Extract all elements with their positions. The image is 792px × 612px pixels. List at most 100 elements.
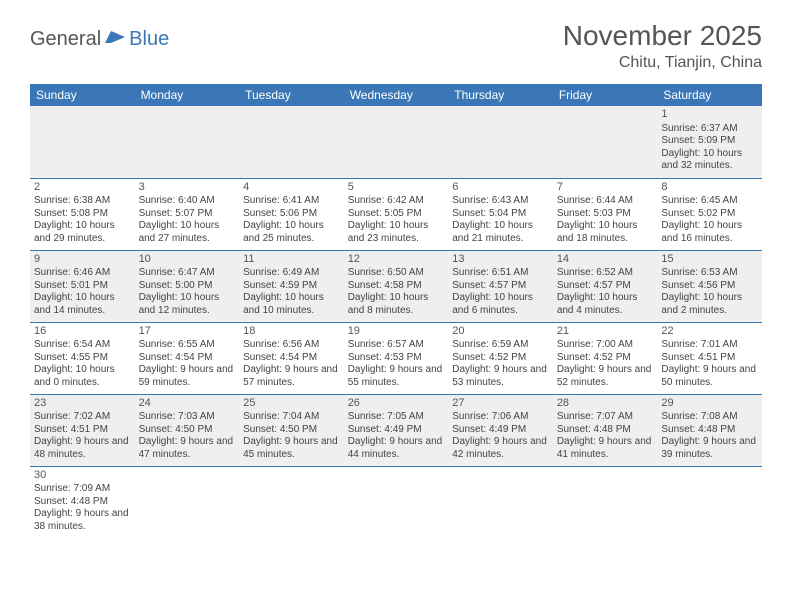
sunset-line: Sunset: 5:09 PM bbox=[661, 135, 758, 148]
calendar-day-cell bbox=[30, 106, 135, 178]
sunrise-line: Sunrise: 6:37 AM bbox=[661, 123, 758, 136]
day-number: 5 bbox=[348, 181, 445, 195]
title-block: November 2025 Chitu, Tianjin, China bbox=[563, 20, 762, 72]
sunset-line: Sunset: 4:49 PM bbox=[452, 424, 549, 437]
day-number: 2 bbox=[34, 181, 131, 195]
calendar-day-cell: 11Sunrise: 6:49 AMSunset: 4:59 PMDayligh… bbox=[239, 250, 344, 322]
sunrise-line: Sunrise: 6:52 AM bbox=[557, 267, 654, 280]
daylight-line: Daylight: 9 hours and 41 minutes. bbox=[557, 436, 654, 461]
day-number: 14 bbox=[557, 253, 654, 267]
daylight-line: Daylight: 9 hours and 48 minutes. bbox=[34, 436, 131, 461]
sunset-line: Sunset: 5:02 PM bbox=[661, 208, 758, 221]
day-number: 1 bbox=[661, 108, 758, 122]
calendar-day-cell: 29Sunrise: 7:08 AMSunset: 4:48 PMDayligh… bbox=[657, 394, 762, 466]
sunrise-line: Sunrise: 6:42 AM bbox=[348, 195, 445, 208]
sunrise-line: Sunrise: 6:50 AM bbox=[348, 267, 445, 280]
daylight-line: Daylight: 10 hours and 29 minutes. bbox=[34, 220, 131, 245]
day-number: 9 bbox=[34, 253, 131, 267]
day-number: 4 bbox=[243, 181, 340, 195]
calendar-day-cell: 14Sunrise: 6:52 AMSunset: 4:57 PMDayligh… bbox=[553, 250, 658, 322]
daylight-line: Daylight: 10 hours and 32 minutes. bbox=[661, 148, 758, 173]
daylight-line: Daylight: 10 hours and 2 minutes. bbox=[661, 292, 758, 317]
sunrise-line: Sunrise: 7:02 AM bbox=[34, 411, 131, 424]
day-number: 15 bbox=[661, 253, 758, 267]
logo-text-general: General bbox=[30, 28, 101, 51]
sunset-line: Sunset: 4:52 PM bbox=[557, 352, 654, 365]
calendar-day-cell: 16Sunrise: 6:54 AMSunset: 4:55 PMDayligh… bbox=[30, 322, 135, 394]
sunset-line: Sunset: 4:53 PM bbox=[348, 352, 445, 365]
sunset-line: Sunset: 4:48 PM bbox=[661, 424, 758, 437]
calendar-day-cell: 12Sunrise: 6:50 AMSunset: 4:58 PMDayligh… bbox=[344, 250, 449, 322]
calendar-day-cell: 18Sunrise: 6:56 AMSunset: 4:54 PMDayligh… bbox=[239, 322, 344, 394]
sunset-line: Sunset: 5:03 PM bbox=[557, 208, 654, 221]
calendar-day-cell bbox=[448, 466, 553, 538]
sunrise-line: Sunrise: 7:04 AM bbox=[243, 411, 340, 424]
sunset-line: Sunset: 4:49 PM bbox=[348, 424, 445, 437]
calendar-week-row: 16Sunrise: 6:54 AMSunset: 4:55 PMDayligh… bbox=[30, 322, 762, 394]
calendar-day-cell: 1Sunrise: 6:37 AMSunset: 5:09 PMDaylight… bbox=[657, 106, 762, 178]
sunrise-line: Sunrise: 7:00 AM bbox=[557, 339, 654, 352]
calendar-day-cell: 22Sunrise: 7:01 AMSunset: 4:51 PMDayligh… bbox=[657, 322, 762, 394]
calendar-day-cell bbox=[135, 106, 240, 178]
daylight-line: Daylight: 9 hours and 55 minutes. bbox=[348, 364, 445, 389]
calendar-week-row: 9Sunrise: 6:46 AMSunset: 5:01 PM Daylight… bbox=[30, 250, 762, 322]
sunset-line: Sunset: 4:57 PM bbox=[452, 280, 549, 293]
sunrise-line: Sunrise: 6:43 AM bbox=[452, 195, 549, 208]
calendar-day-cell: 30Sunrise: 7:09 AMSunset: 4:48 PMDayligh… bbox=[30, 466, 135, 538]
day-number: 23 bbox=[34, 397, 131, 411]
sunrise-line: Sunrise: 6:44 AM bbox=[557, 195, 654, 208]
calendar-day-cell: 26Sunrise: 7:05 AMSunset: 4:49 PMDayligh… bbox=[344, 394, 449, 466]
calendar-table: Sunday Monday Tuesday Wednesday Thursday… bbox=[30, 84, 762, 538]
calendar-day-cell: 3Sunrise: 6:40 AMSunset: 5:07 PMDaylight… bbox=[135, 178, 240, 250]
sunrise-line: Sunrise: 6:40 AM bbox=[139, 195, 236, 208]
sunrise-line: Sunrise: 7:03 AM bbox=[139, 411, 236, 424]
sunset-line: Sunset: 4:55 PM bbox=[34, 352, 131, 365]
sunset-line: Sunset: 5:01 PM bbox=[34, 280, 131, 293]
logo-flag-icon bbox=[105, 29, 127, 50]
calendar-week-row: 1Sunrise: 6:37 AMSunset: 5:09 PMDaylight… bbox=[30, 106, 762, 178]
calendar-day-cell: 2Sunrise: 6:38 AMSunset: 5:08 PMDaylight… bbox=[30, 178, 135, 250]
day-number: 22 bbox=[661, 325, 758, 339]
calendar-day-cell: 7Sunrise: 6:44 AMSunset: 5:03 PMDaylight… bbox=[553, 178, 658, 250]
sunrise-line: Sunrise: 7:01 AM bbox=[661, 339, 758, 352]
page-title: November 2025 bbox=[563, 20, 762, 52]
calendar-day-cell: 27Sunrise: 7:06 AMSunset: 4:49 PMDayligh… bbox=[448, 394, 553, 466]
weekday-header-row: Sunday Monday Tuesday Wednesday Thursday… bbox=[30, 84, 762, 106]
daylight-line: Daylight: 9 hours and 38 minutes. bbox=[34, 508, 131, 533]
calendar-day-cell bbox=[135, 466, 240, 538]
calendar-day-cell bbox=[344, 106, 449, 178]
sunrise-line: Sunrise: 6:54 AM bbox=[34, 339, 131, 352]
sunset-line: Sunset: 4:57 PM bbox=[557, 280, 654, 293]
sunrise-line: Sunrise: 6:41 AM bbox=[243, 195, 340, 208]
col-wednesday: Wednesday bbox=[344, 84, 449, 106]
calendar-week-row: 30Sunrise: 7:09 AMSunset: 4:48 PMDayligh… bbox=[30, 466, 762, 538]
daylight-line: Daylight: 9 hours and 57 minutes. bbox=[243, 364, 340, 389]
sunset-line: Sunset: 4:48 PM bbox=[557, 424, 654, 437]
sunrise-line: Sunrise: 6:57 AM bbox=[348, 339, 445, 352]
calendar-day-cell: 28Sunrise: 7:07 AMSunset: 4:48 PMDayligh… bbox=[553, 394, 658, 466]
sunset-line: Sunset: 5:07 PM bbox=[139, 208, 236, 221]
calendar-day-cell bbox=[239, 466, 344, 538]
daylight-line: Daylight: 10 hours and 0 minutes. bbox=[34, 364, 131, 389]
day-number: 30 bbox=[34, 469, 131, 483]
col-sunday: Sunday bbox=[30, 84, 135, 106]
daylight-line: Daylight: 10 hours and 25 minutes. bbox=[243, 220, 340, 245]
col-thursday: Thursday bbox=[448, 84, 553, 106]
sunset-line: Sunset: 5:05 PM bbox=[348, 208, 445, 221]
calendar-day-cell: 8Sunrise: 6:45 AMSunset: 5:02 PMDaylight… bbox=[657, 178, 762, 250]
sunrise-line: Sunrise: 7:08 AM bbox=[661, 411, 758, 424]
day-number: 11 bbox=[243, 253, 340, 267]
daylight-line: Daylight: 10 hours and 23 minutes. bbox=[348, 220, 445, 245]
daylight-line: Daylight: 10 hours and 18 minutes. bbox=[557, 220, 654, 245]
daylight-line: Daylight: 10 hours and 12 minutes. bbox=[139, 292, 236, 317]
sunrise-line: Sunrise: 6:46 AM bbox=[34, 267, 131, 280]
sunrise-line: Sunrise: 6:49 AM bbox=[243, 267, 340, 280]
daylight-line: Daylight: 10 hours and 6 minutes. bbox=[452, 292, 549, 317]
day-number: 16 bbox=[34, 325, 131, 339]
calendar-day-cell: 17Sunrise: 6:55 AMSunset: 4:54 PMDayligh… bbox=[135, 322, 240, 394]
sunrise-line: Sunrise: 6:51 AM bbox=[452, 267, 549, 280]
sunset-line: Sunset: 4:51 PM bbox=[34, 424, 131, 437]
daylight-line: Daylight: 10 hours and 27 minutes. bbox=[139, 220, 236, 245]
calendar-week-row: 23Sunrise: 7:02 AMSunset: 4:51 PMDayligh… bbox=[30, 394, 762, 466]
daylight-line: Daylight: 10 hours and 21 minutes. bbox=[452, 220, 549, 245]
